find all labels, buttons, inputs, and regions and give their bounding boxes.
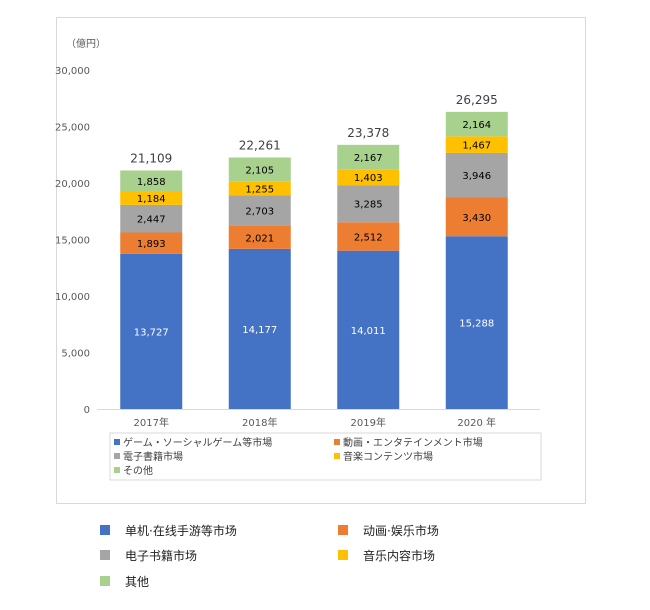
bar-segment [228, 248, 291, 409]
legend-swatch [114, 467, 120, 473]
y-tick-label: 0 [84, 405, 90, 416]
legend-cn-swatch [100, 550, 110, 560]
legend-swatch [334, 439, 340, 445]
bar-data-label: 2,164 [462, 120, 491, 131]
legend-cn-label: 电子书籍市场 [125, 548, 197, 563]
bar-segment [337, 222, 400, 251]
bar-segment [228, 195, 291, 226]
y-tick-label: 15,000 [55, 236, 90, 247]
bar-data-label: 1,893 [137, 239, 166, 250]
bar-segment [228, 157, 291, 182]
y-tick-label: 10,000 [55, 292, 90, 303]
bar-segment [445, 152, 508, 198]
legend-swatch [114, 453, 120, 459]
bar-segment [120, 170, 183, 192]
bar-total-label: 23,378 [347, 126, 389, 140]
bar-segment [120, 232, 183, 254]
legend-label: その他 [123, 464, 153, 477]
bar-data-label: 13,727 [134, 327, 169, 338]
bar-data-label: 3,285 [354, 200, 383, 211]
legend-swatch [114, 439, 120, 445]
legend-cn-swatch [100, 576, 110, 586]
legend-swatch [334, 453, 340, 459]
bar-data-label: 14,011 [351, 326, 386, 337]
bar-data-label: 14,177 [242, 325, 277, 336]
bar-data-label: 1,184 [137, 194, 166, 205]
bar-data-label: 3,430 [462, 213, 491, 224]
bar-total-label: 26,295 [456, 93, 498, 107]
legend-cn-swatch [100, 525, 110, 535]
x-tick-label: 2019年 [351, 416, 386, 429]
bar-data-label: 3,946 [462, 171, 491, 182]
x-tick-label: 2020 年 [457, 416, 496, 429]
legend-cn-label: 动画·娱乐市场 [363, 523, 439, 538]
bar-data-label: 2,512 [354, 232, 383, 243]
legend-cn-swatch [338, 525, 348, 535]
bar-data-label: 1,255 [245, 184, 274, 195]
bar-segment [120, 191, 183, 205]
bar-segment [337, 250, 400, 409]
bar-segment [337, 144, 400, 170]
bar-segment [228, 225, 291, 249]
bar-data-label: 2,021 [245, 233, 274, 244]
legend-cn-label: 单机·在线手游等市场 [125, 523, 237, 538]
bar-segment [120, 204, 183, 233]
bar-data-label: 2,447 [137, 215, 166, 226]
bar-total-label: 22,261 [239, 138, 281, 152]
legend-label: 音楽コンテンツ市場 [343, 450, 433, 463]
bar-segment [337, 185, 400, 223]
bar-data-label: 15,288 [459, 319, 494, 330]
legend-cn-label: 音乐内容市场 [363, 548, 435, 563]
bar-data-label: 2,703 [245, 207, 274, 218]
legend-label: 動画・エンタテインメント市場 [343, 436, 483, 449]
legend-cn-label: 其他 [125, 575, 149, 589]
bar-segment [337, 169, 400, 186]
bar-segment [228, 181, 291, 196]
bar-data-label: 2,105 [245, 165, 274, 176]
bar-segment [120, 253, 183, 409]
bar-segment [445, 236, 508, 409]
bar-segment [445, 197, 508, 237]
bar-data-label: 2,167 [354, 153, 383, 164]
bar-segment [445, 136, 508, 153]
y-tick-label: 5,000 [61, 349, 90, 360]
bar-total-label: 21,109 [130, 151, 172, 165]
legend-label: ゲーム・ソーシャルゲーム等市場 [123, 436, 272, 449]
chart-frame [56, 17, 586, 504]
y-tick-label: 20,000 [55, 179, 90, 190]
bar-data-label: 1,403 [354, 173, 383, 184]
unit-label: （億円） [66, 37, 106, 50]
legend-box [109, 432, 542, 481]
x-tick-label: 2018年 [242, 416, 277, 429]
bar-data-label: 1,467 [462, 141, 491, 152]
x-tick-label: 2017年 [134, 416, 169, 429]
legend-cn-swatch [338, 550, 348, 560]
legend-label: 電子書籍市場 [123, 450, 183, 463]
y-tick-label: 30,000 [55, 66, 90, 77]
y-tick-label: 25,000 [55, 123, 90, 134]
bar-data-label: 1,858 [137, 177, 166, 188]
bar-segment [445, 111, 508, 137]
